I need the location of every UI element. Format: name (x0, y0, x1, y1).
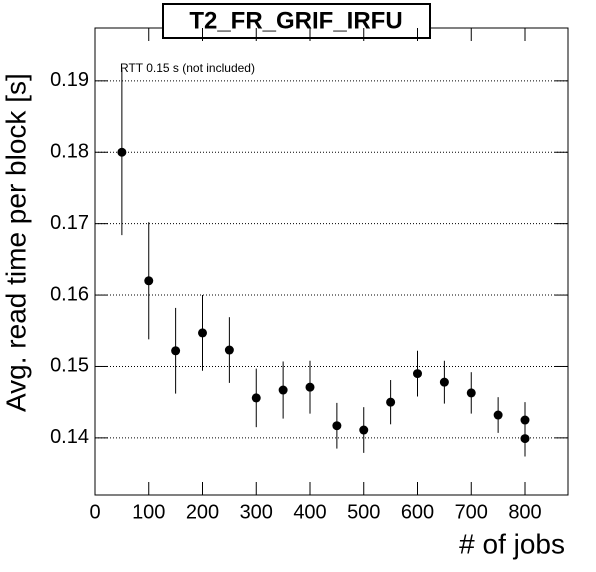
data-point (520, 434, 530, 444)
title-box (162, 3, 431, 39)
x-tick-label: 300 (240, 501, 273, 523)
data-point (493, 410, 503, 420)
y-tick-label: 0.18 (50, 141, 89, 163)
data-point (144, 276, 154, 286)
data-point (224, 345, 234, 355)
x-tick-label: 400 (293, 501, 326, 523)
x-axis-label: # of jobs (459, 528, 565, 559)
data-point (332, 421, 342, 431)
x-tick-label: 600 (401, 501, 434, 523)
data-point (386, 397, 396, 407)
data-point (359, 425, 369, 435)
x-tick-label: 100 (132, 501, 165, 523)
data-point (278, 385, 288, 395)
y-tick-label: 0.14 (50, 426, 89, 448)
x-tick-label: 800 (508, 501, 541, 523)
annotation: RTT 0.15 s (not included) (120, 61, 255, 75)
data-point (520, 415, 530, 425)
x-tick-label: 200 (186, 501, 219, 523)
data-point (466, 388, 476, 398)
y-tick-label: 0.16 (50, 283, 89, 305)
y-tick-label: 0.17 (50, 212, 89, 234)
data-point (251, 393, 261, 403)
data-point (305, 382, 315, 392)
x-tick-label: 700 (455, 501, 488, 523)
data-point (117, 147, 127, 157)
y-tick-label: 0.15 (50, 355, 89, 377)
x-tick-label: 500 (347, 501, 380, 523)
data-point (171, 346, 181, 356)
chart-title: T2_FR_GRIF_IRFU (189, 7, 402, 34)
data-point (439, 377, 449, 387)
data-point (198, 328, 207, 338)
plot-frame (94, 27, 569, 496)
y-tick-label: 0.19 (50, 69, 89, 91)
y-axis-label: Avg. read time per block [s] (0, 73, 31, 412)
x-tick-label: 0 (89, 501, 100, 523)
data-point (413, 369, 422, 379)
